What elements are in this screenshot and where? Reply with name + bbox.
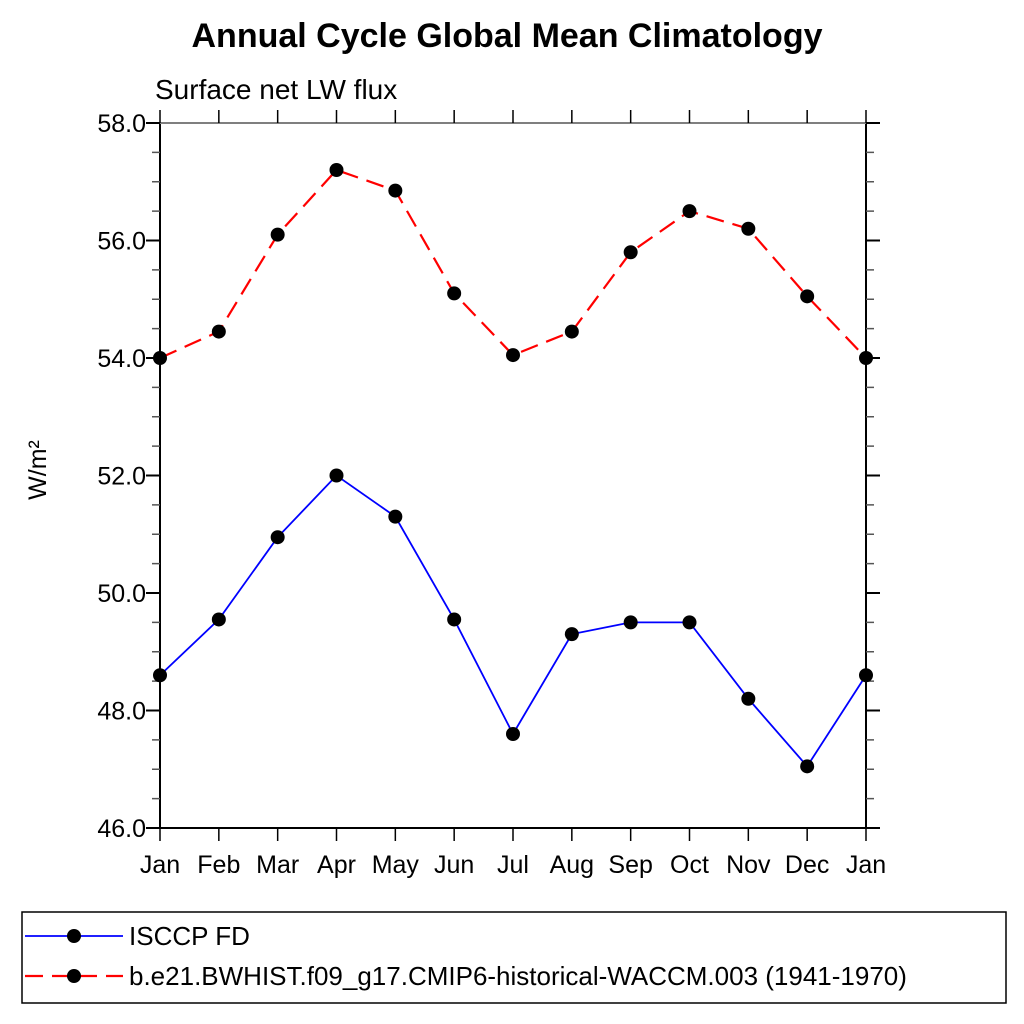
legend-entry-label: b.e21.BWHIST.f09_g17.CMIP6-historical-WA… [129,961,907,991]
data-point-marker [564,324,579,339]
y-tick-label: 54.0 [97,345,146,373]
data-point-marker [800,289,815,304]
x-tick-label: May [372,851,420,879]
data-point-marker [153,668,167,683]
data-point-marker [682,204,697,219]
series-line-0 [159,474,867,768]
legend-marker [67,969,81,983]
data-point-marker [211,612,226,627]
data-point-marker [623,615,638,630]
legend-entry-label: ISCCP FD [129,921,250,951]
y-tick-label: 56.0 [97,228,146,256]
data-point-marker [623,245,638,260]
data-point-marker [859,351,873,365]
y-tick-label: 52.0 [97,463,146,491]
data-point-marker [506,727,520,741]
legend-box [21,911,1007,1004]
y-tick-label: 48.0 [97,698,146,726]
data-point-marker [741,221,756,236]
series-line-1 [159,168,867,360]
data-point-marker [506,348,520,363]
data-point-marker [211,324,226,339]
y-tick-label: 46.0 [97,815,146,843]
legend-marker [67,929,81,943]
data-point-marker [270,530,285,545]
x-tick-label: Apr [317,851,356,879]
x-tick-label: Jul [497,851,529,879]
x-tick-label: Sep [608,851,652,879]
data-point-marker [270,227,285,242]
y-tick-label: 50.0 [97,580,146,608]
chart-subtitle: Surface net LW flux [155,74,397,105]
x-tick-label: Feb [197,851,240,879]
x-tick-label: Oct [670,851,709,879]
x-tick-label: Jan [846,851,886,879]
data-point-marker [329,163,344,177]
data-point-marker [682,615,697,630]
data-point-marker [564,627,579,642]
x-tick-label: Aug [550,851,594,879]
data-point-marker [741,691,756,706]
y-tick-label: 58.0 [97,110,146,138]
x-tick-label: Jan [140,851,180,879]
data-point-marker [388,183,403,198]
data-point-marker [388,509,403,524]
x-tick-label: Jun [434,851,474,879]
x-tick-label: Dec [785,851,829,879]
y-axis-label: W/m² [24,440,52,500]
data-point-marker [153,351,167,365]
data-point-marker [447,612,462,627]
x-tick-label: Mar [256,851,299,879]
chart-title: Annual Cycle Global Mean Climatology [192,17,823,55]
data-point-marker [447,286,462,301]
data-point-marker [859,668,873,683]
plot-area: 46.0 48.0 50.0 52.0 54.0 56.0 58.0 Jan Feb Mar Apr… [97,110,886,879]
legend: ISCCP FD b.e21.BWHIST.f09_g17.CMIP6-histo… [21,911,1007,1004]
data-point-marker [329,468,344,483]
x-tick-label: Nov [726,851,771,879]
data-point-marker [800,759,815,774]
